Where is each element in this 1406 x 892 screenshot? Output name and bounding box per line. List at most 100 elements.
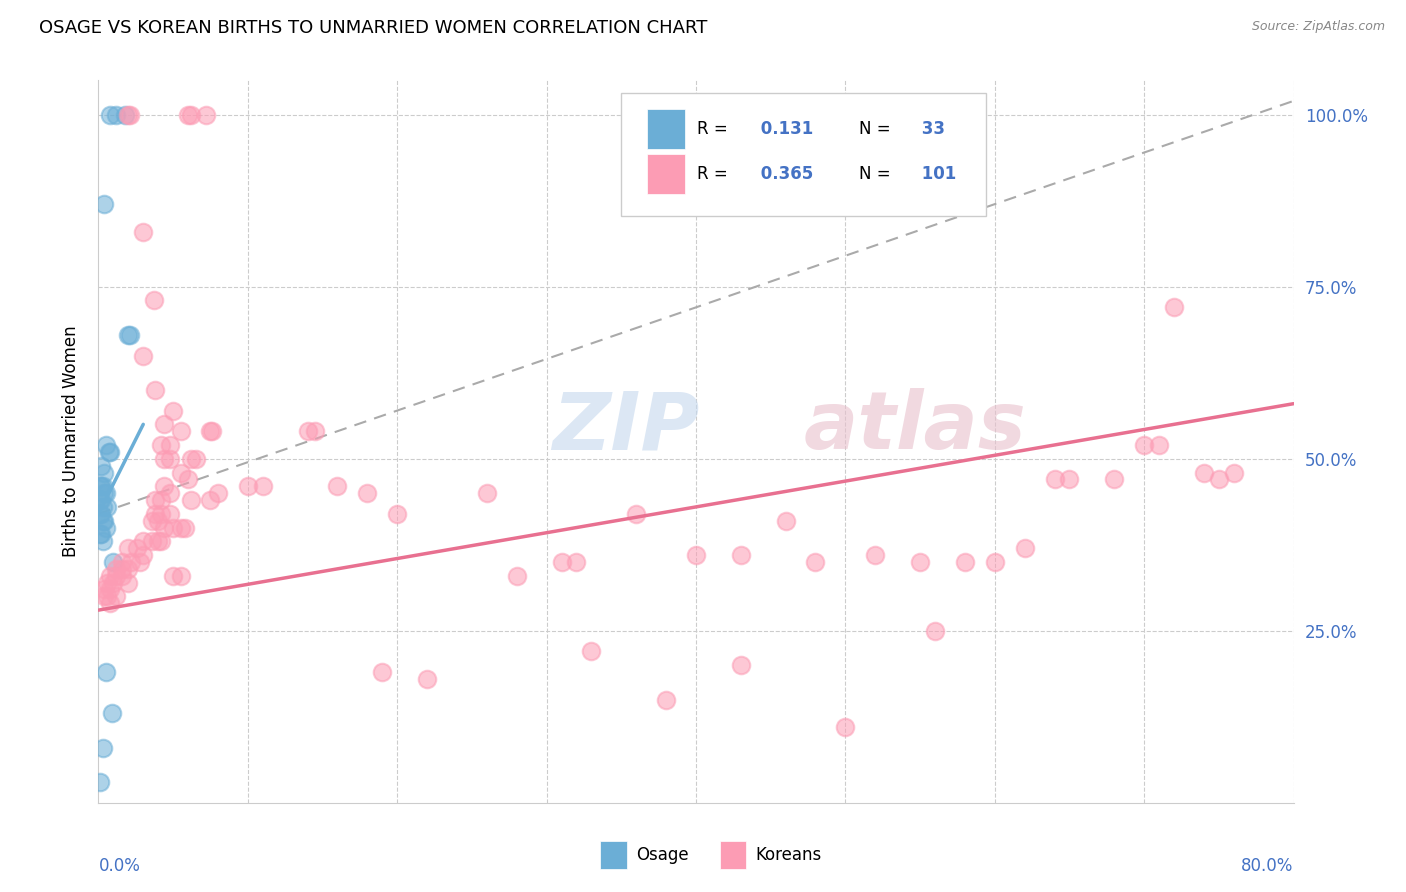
Point (94, 438, 117, 452)
Point (180, 493, 202, 508)
Point (195, 108, 218, 122)
Point (177, 472, 200, 486)
Point (96, 500, 118, 514)
Point (159, 507, 181, 521)
Point (101, 706, 124, 721)
Point (94, 665, 117, 679)
Point (89, 775, 111, 789)
Point (105, 108, 128, 122)
Text: ZIP: ZIP (553, 388, 700, 467)
Point (129, 555, 152, 569)
Point (565, 555, 588, 569)
Point (865, 548, 887, 562)
Text: 0.365: 0.365 (755, 165, 813, 183)
Point (93, 486, 115, 500)
Point (89, 527, 111, 541)
Point (162, 568, 184, 582)
Text: N =: N = (859, 120, 896, 137)
Point (162, 403, 184, 417)
Point (550, 555, 572, 569)
Text: 0.0%: 0.0% (98, 857, 141, 875)
Point (169, 466, 191, 480)
Point (93, 466, 115, 480)
Point (91, 514, 114, 528)
Point (143, 493, 166, 508)
Point (150, 507, 173, 521)
Point (730, 658, 752, 673)
Text: Osage: Osage (636, 846, 689, 863)
Point (117, 327, 139, 342)
Point (730, 548, 752, 562)
Point (180, 451, 202, 466)
Point (94, 486, 117, 500)
Point (685, 548, 707, 562)
Point (90, 507, 112, 521)
Point (90, 458, 112, 473)
Point (132, 534, 155, 549)
Text: 101: 101 (915, 165, 956, 183)
Point (908, 555, 931, 569)
Point (142, 293, 165, 308)
Point (200, 424, 222, 438)
Point (356, 486, 378, 500)
Point (132, 548, 155, 562)
Point (117, 562, 139, 576)
Point (626, 507, 648, 521)
Point (177, 108, 200, 122)
Point (98, 582, 122, 597)
Point (98, 596, 122, 610)
Point (89, 479, 111, 493)
Point (90, 527, 112, 541)
Point (201, 424, 224, 438)
Point (150, 493, 173, 508)
Point (118, 108, 141, 122)
Text: R =: R = (697, 165, 733, 183)
Point (93, 514, 115, 528)
Point (141, 534, 163, 549)
Point (89, 507, 111, 521)
Point (159, 486, 181, 500)
Point (775, 514, 797, 528)
Point (506, 568, 529, 582)
Point (143, 383, 166, 397)
Point (91, 479, 114, 493)
Point (127, 541, 149, 556)
Point (114, 108, 136, 122)
Point (98, 445, 122, 459)
Point (148, 534, 170, 549)
Point (89, 493, 111, 508)
Text: Koreans: Koreans (756, 846, 823, 863)
Point (297, 424, 319, 438)
Point (834, 720, 856, 734)
Text: OSAGE VS KOREAN BIRTHS TO UNMARRIED WOMEN CORRELATION CHART: OSAGE VS KOREAN BIRTHS TO UNMARRIED WOME… (39, 19, 707, 37)
FancyBboxPatch shape (620, 93, 987, 216)
Point (200, 493, 222, 508)
Point (153, 479, 176, 493)
Point (111, 568, 134, 582)
FancyBboxPatch shape (720, 841, 747, 869)
Point (91, 534, 114, 549)
Point (91, 500, 114, 514)
Point (184, 451, 207, 466)
Point (141, 514, 163, 528)
Text: atlas: atlas (804, 388, 1026, 467)
Point (117, 108, 139, 122)
Point (153, 417, 176, 432)
Point (111, 555, 134, 569)
Point (143, 507, 166, 521)
Point (98, 568, 122, 582)
Point (804, 555, 827, 569)
Point (1133, 438, 1156, 452)
Point (304, 424, 326, 438)
Y-axis label: Births to Unmarried Women: Births to Unmarried Women (62, 326, 80, 558)
Point (174, 520, 197, 534)
Point (148, 514, 170, 528)
Point (159, 451, 181, 466)
Point (169, 424, 191, 438)
Point (90, 479, 112, 493)
Point (105, 562, 128, 576)
Point (385, 507, 409, 521)
Point (97, 445, 120, 459)
Point (117, 575, 139, 590)
Point (236, 479, 259, 493)
